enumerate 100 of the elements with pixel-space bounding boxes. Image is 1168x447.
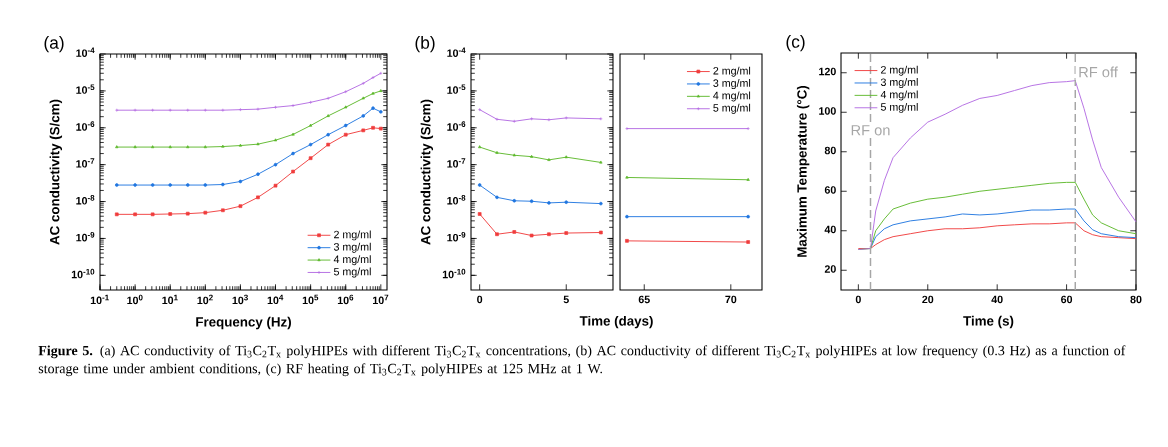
y-tick-label: 100 xyxy=(819,107,836,115)
x-axis-title: Time (days) xyxy=(579,315,653,329)
chart-title: (b) xyxy=(415,36,435,53)
point xyxy=(478,145,482,149)
point xyxy=(343,89,348,94)
point xyxy=(238,143,243,147)
point xyxy=(308,156,313,160)
point xyxy=(564,116,569,120)
point xyxy=(221,182,225,187)
legend-label: 4 mg/ml xyxy=(713,91,751,102)
point xyxy=(168,212,173,216)
point xyxy=(256,142,260,146)
point xyxy=(221,208,225,213)
legend-label: 5 mg/ml xyxy=(880,102,918,113)
point xyxy=(238,107,243,112)
point xyxy=(185,183,190,187)
x-tick-label: 70 xyxy=(725,295,737,304)
chart-title: (a) xyxy=(44,36,64,53)
y-axis-title: AC conductivity (S/cm) xyxy=(420,99,434,245)
point xyxy=(326,132,330,137)
point xyxy=(564,200,569,205)
point xyxy=(133,212,137,217)
y-tick-label: 10$^{-8}$ xyxy=(76,195,95,205)
x-tick-label: 65 xyxy=(638,295,650,304)
point xyxy=(564,155,568,159)
point xyxy=(256,172,260,177)
point xyxy=(291,132,295,136)
point xyxy=(150,183,155,187)
point xyxy=(291,169,295,174)
legend-label: 5 mg/ml xyxy=(333,267,371,278)
point xyxy=(343,123,348,128)
point xyxy=(133,108,137,112)
point xyxy=(495,117,499,122)
y-tick-label: 60 xyxy=(824,186,836,194)
point xyxy=(291,151,295,156)
point xyxy=(185,108,190,112)
point xyxy=(221,108,225,112)
legend-label: 3 mg/ml xyxy=(713,79,751,90)
x-axis-title: Time (s) xyxy=(963,315,1014,329)
legend-label: 3 mg/ml xyxy=(880,78,918,89)
text: Figure 5. (a) AC conductivity of Ti$_{3}$C$_{2}$T$_{x}$ polyHIPEs with different Ti$_{3}$C$_{2}$T$_{x}$ concentrations, (b) AC conductivity of different Ti$_{3}$C$_{2}$T$_{x}$ polyHIPEs at low frequency (0.3 Hz) as a function of storage time under ambient conditions, (c) RF heating of Ti$_{3}$C$_{2}$T$_{x}$ polyHIPEs at 125 MHz at 1 W. xyxy=(38,345,1126,377)
point xyxy=(150,108,155,112)
point xyxy=(361,114,366,118)
point xyxy=(529,199,534,204)
point xyxy=(599,230,603,235)
legend-label: 5 mg/ml xyxy=(713,103,751,114)
point xyxy=(150,212,155,217)
point xyxy=(273,162,278,167)
point xyxy=(203,210,208,215)
point xyxy=(625,214,629,219)
line-series xyxy=(857,222,1137,249)
y-tick-label: 10$^{-5}$ xyxy=(76,84,95,94)
point xyxy=(114,212,119,217)
point xyxy=(495,150,499,154)
point xyxy=(273,138,278,142)
x-tick-label: 10$^{-1}$ xyxy=(90,294,109,305)
chart-title: (c) xyxy=(786,35,805,52)
point xyxy=(256,107,260,111)
y-tick-label: 40 xyxy=(824,225,836,234)
point xyxy=(238,204,243,208)
point xyxy=(309,123,313,127)
y-tick-label: 10$^{-7}$ xyxy=(447,158,466,168)
point xyxy=(599,201,603,206)
point xyxy=(326,142,330,147)
point xyxy=(495,195,499,200)
point xyxy=(114,183,119,187)
point xyxy=(529,233,534,238)
point xyxy=(168,108,173,112)
y-tick-label: 10$^{-8}$ xyxy=(447,195,466,205)
y-tick-label: 80 xyxy=(824,146,836,155)
x-tick-label: 10$^{1}$ xyxy=(162,294,178,305)
point xyxy=(238,179,243,184)
point xyxy=(477,183,482,187)
y-tick-label: 10$^{-9}$ xyxy=(447,231,466,242)
point xyxy=(133,145,137,149)
x-tick-label: 0 xyxy=(855,295,861,304)
point xyxy=(221,144,225,148)
y-tick-label: 10$^{-6}$ xyxy=(76,121,95,131)
ref-line-label: RF on xyxy=(851,125,890,136)
point xyxy=(564,231,569,235)
point xyxy=(547,232,551,237)
legend-label: 2 mg/ml xyxy=(713,66,751,77)
point xyxy=(530,154,534,158)
point xyxy=(308,100,313,105)
y-tick-label: 10$^{-10}$ xyxy=(442,268,466,279)
x-tick-label: 10$^{3}$ xyxy=(232,294,248,305)
x-tick-label: 5 xyxy=(563,295,569,304)
point xyxy=(746,240,750,244)
y-tick-label: 10$^{-10}$ xyxy=(71,268,95,279)
y-tick-label: 10$^{-6}$ xyxy=(447,121,466,131)
point xyxy=(168,183,173,187)
point xyxy=(273,183,278,188)
x-tick-label: 10$^{4}$ xyxy=(267,294,284,305)
x-tick-label: 10$^{2}$ xyxy=(197,294,213,305)
legend-label: 3 mg/ml xyxy=(333,242,371,253)
point xyxy=(326,114,330,117)
point xyxy=(291,103,295,108)
point xyxy=(308,142,313,147)
point xyxy=(529,117,534,121)
y-tick-label: 20 xyxy=(824,265,836,273)
